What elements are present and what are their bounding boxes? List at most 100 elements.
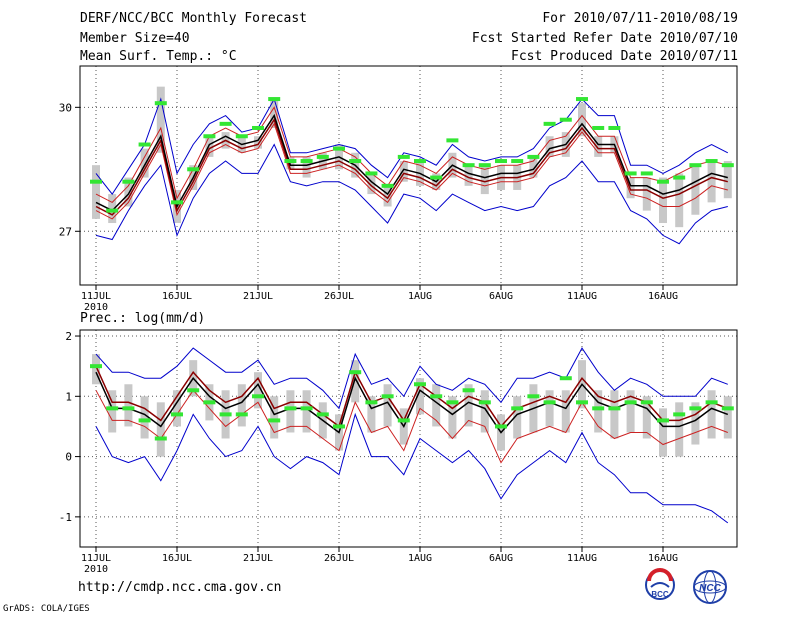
ensemble-box <box>659 408 667 457</box>
series-min-line <box>95 143 728 245</box>
precip-panel-frame <box>79 329 738 548</box>
x-tick-label: 16AUG <box>648 553 678 564</box>
series-median-line <box>95 365 729 428</box>
observed-marker <box>673 412 686 417</box>
x-year-label: 2010 <box>84 302 108 313</box>
observed-marker <box>446 400 459 405</box>
observed-marker <box>268 97 281 102</box>
series-max-line <box>95 97 729 195</box>
observed-marker <box>122 179 135 184</box>
ensemble-box <box>610 390 619 439</box>
ensemble-box <box>399 161 408 182</box>
observed-marker <box>252 394 264 399</box>
observed-marker <box>576 400 588 405</box>
y-tick-label: -1 <box>59 511 72 524</box>
ensemble-box <box>351 360 360 403</box>
observed-marker <box>284 159 297 164</box>
observed-marker <box>511 406 524 411</box>
observed-marker <box>430 394 443 399</box>
series-min-line <box>95 412 729 524</box>
observed-marker <box>300 159 313 164</box>
x-tick-label: 16JUL <box>162 291 192 302</box>
y-tick-label: 2 <box>65 330 72 343</box>
x-tick-label: 26JUL <box>324 553 354 564</box>
ensemble-box <box>205 136 214 157</box>
ensemble-box <box>270 99 279 128</box>
forecast-period: For 2010/07/11-2010/08/19 <box>542 11 738 26</box>
observed-marker <box>495 159 507 164</box>
ensemble-box <box>156 86 165 153</box>
observed-marker <box>333 146 345 151</box>
observed-marker <box>414 382 426 387</box>
observed-marker <box>657 418 669 423</box>
observed-marker <box>495 424 507 429</box>
ensemble-box <box>545 136 554 157</box>
observed-marker <box>219 121 232 126</box>
observed-marker <box>90 179 102 184</box>
observed-marker <box>106 406 119 411</box>
x-tick-label: 11AUG <box>567 553 597 564</box>
ncc-logo-text: NCC <box>699 583 721 594</box>
ensemble-box <box>383 185 392 207</box>
ensemble-box <box>594 136 603 157</box>
observed-marker <box>235 134 248 139</box>
ensemble-box <box>124 177 133 207</box>
x-tick-label: 21JUL <box>243 291 273 302</box>
series-spread-lower-line <box>95 389 728 464</box>
observed-marker <box>90 364 102 369</box>
ensemble-box <box>173 390 181 427</box>
x-tick-label: 16AUG <box>648 291 678 302</box>
ensemble-box <box>561 390 570 433</box>
observed-marker <box>349 370 362 375</box>
grads-credit: GrADS: COLA/IGES <box>3 604 90 614</box>
observed-marker <box>187 167 200 172</box>
observed-marker <box>608 125 621 130</box>
bcc-logo-icon: BCC <box>645 568 675 600</box>
observed-marker <box>559 376 572 381</box>
observed-marker <box>559 117 572 122</box>
ensemble-box <box>270 396 279 439</box>
ensemble-box <box>675 402 684 457</box>
ensemble-box <box>480 165 489 195</box>
fcst-started-date: Fcst Started Refer Date 2010/07/10 <box>471 31 738 46</box>
ensemble-box <box>626 390 635 433</box>
ensemble-box <box>92 354 100 385</box>
x-tick-label: 11JUL <box>81 553 111 564</box>
ensemble-box <box>707 161 716 203</box>
ensemble-box <box>594 390 603 433</box>
observed-marker <box>268 418 281 423</box>
ensemble-box <box>545 390 554 427</box>
ensemble-box <box>140 396 149 439</box>
observed-marker <box>235 412 248 417</box>
observed-marker <box>171 412 183 417</box>
ensemble-box <box>302 156 311 178</box>
series-max-line <box>95 347 728 410</box>
ensemble-box <box>124 384 133 427</box>
ensemble-box <box>464 384 473 427</box>
observed-marker <box>138 142 151 147</box>
series-spread-lower-line <box>95 122 728 220</box>
y-tick-label: 27 <box>59 225 72 238</box>
y-tick-label: 0 <box>65 451 72 464</box>
x-tick-label: 16JUL <box>162 553 192 564</box>
observed-marker <box>721 406 734 411</box>
observed-marker <box>106 208 119 213</box>
observed-marker <box>640 400 653 405</box>
ensemble-box <box>108 194 117 224</box>
ensemble-box <box>723 161 732 199</box>
observed-marker <box>122 406 135 411</box>
observed-marker <box>462 163 475 168</box>
source-url[interactable]: http://cmdp.ncc.cma.gov.cn <box>78 580 282 595</box>
observed-marker <box>705 400 718 405</box>
ensemble-box <box>92 165 100 219</box>
ensemble-box <box>432 384 441 427</box>
ensemble-box <box>723 396 732 439</box>
observed-marker <box>349 159 362 164</box>
ensemble-box <box>675 173 684 228</box>
observed-marker <box>527 394 540 399</box>
observed-marker <box>511 159 524 164</box>
x-tick-label: 11JUL <box>81 291 111 302</box>
bcc-logo-text: BCC <box>651 590 669 599</box>
x-tick-label: 1AUG <box>408 553 432 564</box>
